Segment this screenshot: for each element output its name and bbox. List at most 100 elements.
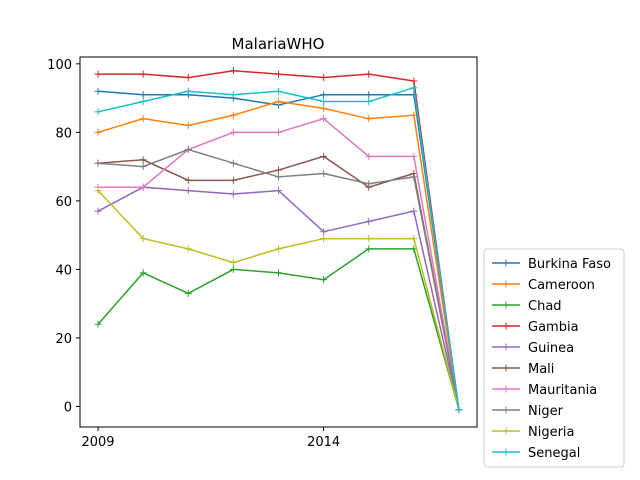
y-tick-label: 0 [64, 400, 72, 415]
data-point [184, 87, 192, 95]
data-point [275, 166, 282, 174]
y-tick-label: 80 [55, 126, 72, 141]
data-point [139, 235, 147, 243]
data-point [139, 183, 147, 191]
legend-item: Guinea [492, 341, 574, 356]
data-point [455, 406, 463, 414]
legend-item: Burkina Faso [492, 257, 611, 272]
legend-label: Nigeria [528, 425, 575, 440]
data-point [365, 180, 373, 188]
data-point [184, 122, 192, 130]
data-point [184, 146, 192, 153]
data-point [410, 111, 418, 119]
data-point [365, 245, 373, 253]
series-line-6 [98, 117, 460, 411]
data-point [365, 70, 373, 78]
data-point [275, 87, 282, 95]
plot-frame [79, 56, 478, 428]
data-point [94, 70, 102, 78]
data-point [94, 87, 102, 95]
legend-label: Niger [528, 404, 564, 419]
legend-box [483, 248, 625, 468]
data-point [229, 67, 237, 75]
legend-item: Chad [492, 299, 562, 314]
data-point [139, 163, 147, 171]
data-point [94, 207, 102, 215]
data-point [229, 265, 237, 273]
series-line-1 [97, 100, 460, 410]
x-tick-label: 2014 [307, 435, 340, 450]
data-point [275, 173, 282, 181]
legend-label: Mauritania [528, 383, 597, 398]
x-tick-label: 2009 [81, 435, 114, 450]
data-point [410, 235, 418, 243]
data-point [275, 70, 282, 78]
legend-item: Mauritania [492, 383, 597, 398]
data-point [365, 98, 373, 106]
data-point [184, 187, 192, 195]
data-point [229, 190, 237, 198]
chart-title: MalariaWHO [232, 35, 325, 53]
data-point [184, 289, 192, 297]
data-point [229, 176, 237, 184]
data-point [320, 169, 328, 177]
data-point [94, 159, 102, 167]
data-point [139, 269, 147, 277]
y-tick-label: 40 [55, 263, 72, 278]
data-point [410, 77, 418, 85]
data-point [229, 128, 237, 136]
data-point [94, 320, 102, 328]
data-point [275, 269, 282, 277]
data-point [275, 245, 282, 253]
data-point [94, 128, 102, 136]
data-point [365, 152, 373, 160]
data-point [410, 207, 418, 215]
data-point [139, 98, 147, 106]
legend-item: Niger [492, 404, 564, 419]
legend-label: Guinea [528, 341, 574, 356]
data-point [320, 152, 328, 160]
legend: Burkina Faso Cameroon Chad Gambia Guinea Mali… [483, 248, 625, 468]
data-point [229, 259, 237, 267]
axes: 0 20 40 60 80 100 2009 2014 [47, 56, 478, 450]
data-point [365, 91, 373, 99]
legend-label: Senegal [528, 446, 580, 461]
data-point [184, 176, 192, 184]
legend-label: Gambia [528, 320, 579, 335]
series-line-5 [97, 155, 460, 411]
data-point [320, 91, 328, 99]
legend-item: Mali [492, 362, 554, 377]
data-point [229, 91, 237, 99]
data-point [320, 235, 328, 243]
data-point [320, 104, 328, 112]
data-point [275, 98, 282, 106]
data-point [229, 111, 237, 119]
data-point [184, 74, 192, 82]
data-point [139, 115, 147, 123]
series-line-4 [97, 186, 460, 411]
data-point [139, 156, 147, 164]
data-point [229, 159, 237, 167]
data-point [320, 98, 328, 106]
data-point [275, 128, 282, 136]
legend-item: Gambia [492, 320, 579, 335]
data-point [320, 115, 328, 123]
data-point [320, 276, 328, 284]
data-point [410, 173, 418, 181]
legend-item: Senegal [492, 446, 580, 461]
data-point [275, 187, 282, 195]
legend-label: Cameroon [528, 278, 595, 293]
plot-area [94, 67, 463, 414]
series-line-8 [97, 190, 460, 411]
data-point [139, 70, 147, 78]
data-point [365, 235, 373, 243]
legend-item: Nigeria [492, 425, 575, 440]
data-point [320, 74, 328, 82]
y-tick-label: 60 [55, 195, 72, 210]
data-point [139, 91, 147, 99]
data-point [184, 245, 192, 253]
data-point [365, 115, 373, 123]
data-point [320, 228, 328, 236]
legend-label: Burkina Faso [528, 257, 611, 272]
